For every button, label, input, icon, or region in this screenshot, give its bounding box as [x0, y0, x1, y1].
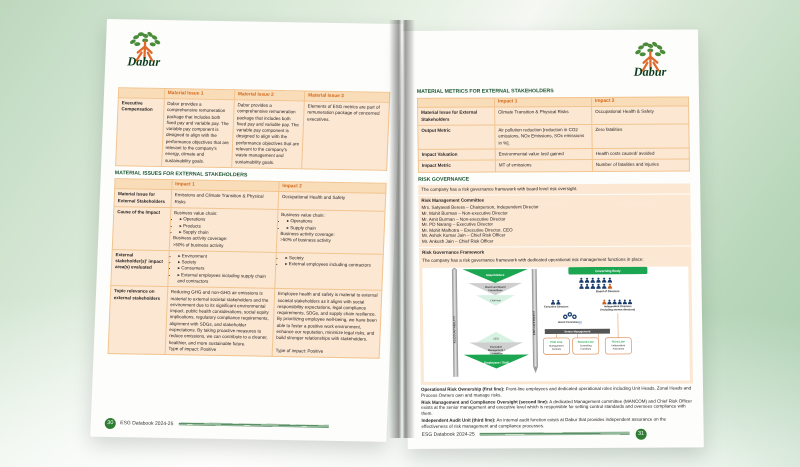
svg-text:Board of Directors: Board of Directors: [596, 289, 620, 293]
svg-text:Executive Directors: Executive Directors: [544, 304, 569, 308]
svg-text:Third Line: Third Line: [612, 339, 625, 343]
svg-text:Committees: Committees: [488, 289, 503, 292]
svg-text:CEO: CEO: [493, 337, 499, 340]
svg-text:ACCOUNTABILITY: ACCOUNTABILITY: [452, 316, 456, 344]
svg-text:Second Line: Second Line: [578, 340, 594, 344]
svg-text:First Line: First Line: [550, 340, 563, 344]
svg-text:Chairman: Chairman: [490, 299, 502, 302]
svg-text:Dabur: Dabur: [126, 54, 160, 66]
svg-text:EMPOWERMENT: EMPOWERMENT: [532, 310, 536, 335]
svg-text:Board Committee(s): Board Committee(s): [558, 321, 582, 324]
svg-text:Employees / Staff: Employees / Staff: [484, 360, 508, 364]
svg-text:Governing Body: Governing Body: [595, 269, 621, 273]
svg-text:(including women directors): (including women directors): [600, 307, 635, 311]
svg-text:Controls: Controls: [552, 348, 562, 351]
svg-text:Senior Management: Senior Management: [564, 329, 590, 333]
svg-text:Functions: Functions: [580, 348, 591, 351]
svg-text:Stakeholders: Stakeholders: [486, 273, 505, 277]
svg-text:Dabur: Dabur: [633, 65, 667, 77]
svg-text:Assurance: Assurance: [613, 347, 625, 350]
